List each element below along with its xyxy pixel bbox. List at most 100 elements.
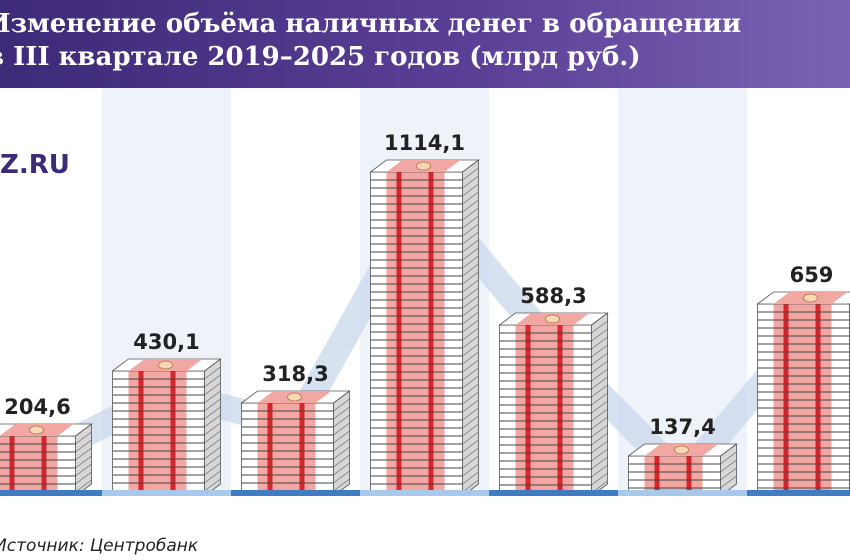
- data-label: 204,6: [4, 395, 70, 419]
- bill-edge: [591, 392, 608, 406]
- bill-edge: [591, 440, 608, 454]
- tick-label: 2024: [655, 493, 711, 496]
- bill-emblem: [287, 392, 302, 402]
- bill-edge: [462, 327, 479, 341]
- bar: 318,3 2021: [231, 362, 360, 496]
- bill-edge: [462, 447, 479, 461]
- bill-emblem: [29, 425, 44, 435]
- bill-edge: [462, 399, 479, 413]
- tick-label: 2023: [526, 493, 582, 496]
- bill-edge: [462, 303, 479, 317]
- bill-edge: [204, 382, 221, 396]
- bill-edge: [591, 376, 608, 390]
- data-label: 318,3: [262, 362, 328, 386]
- bar-band-light: [644, 456, 703, 496]
- bar: 1114,1 2022: [360, 131, 489, 496]
- bill-edge: [462, 375, 479, 389]
- year-box: [231, 490, 360, 496]
- bar-band-light: [0, 436, 58, 496]
- chart-title: Изменение объёма наличных денег в обраще…: [0, 0, 850, 88]
- bill-edge: [333, 422, 350, 436]
- bill-edge: [462, 223, 479, 237]
- bar-band-light: [257, 403, 316, 496]
- bill-edge: [462, 335, 479, 349]
- bill-edge: [333, 462, 350, 476]
- bar-side: [333, 390, 350, 496]
- bill-edge: [462, 207, 479, 221]
- bill-edge: [204, 414, 221, 428]
- bill-edge: [462, 263, 479, 277]
- bill-edge: [333, 438, 350, 452]
- bill-edge: [591, 472, 608, 486]
- bar-band-dark: [299, 403, 305, 496]
- bill-edge: [462, 407, 479, 421]
- bar-band-dark: [138, 371, 144, 496]
- bar-side: [75, 423, 92, 496]
- bill-edge: [720, 475, 737, 489]
- bill-edge: [462, 391, 479, 405]
- chart-area: 204,6 2019 430,1 2020 318,3 2021 1114,1 2022 588…: [0, 88, 850, 496]
- bill-edge: [204, 398, 221, 412]
- bill-edge: [591, 416, 608, 430]
- bar-band-light: [515, 325, 574, 496]
- bill-edge: [462, 239, 479, 253]
- bar-side: [591, 312, 608, 496]
- bill-edge: [462, 359, 479, 373]
- bill-edge: [591, 464, 608, 478]
- bill-emblem: [545, 314, 560, 324]
- bill-edge: [462, 247, 479, 261]
- bill-edge: [591, 368, 608, 382]
- bill-edge: [591, 336, 608, 350]
- bill-emblem: [674, 445, 689, 455]
- bill-edge: [462, 231, 479, 245]
- bar-band-dark: [170, 371, 176, 496]
- bill-edge: [462, 167, 479, 181]
- bill-edge: [462, 415, 479, 429]
- bill-edge: [333, 478, 350, 492]
- bill-edge: [591, 432, 608, 446]
- bill-edge: [462, 191, 479, 205]
- bill-edge: [591, 408, 608, 422]
- bill-edge: [333, 430, 350, 444]
- bill-edge: [591, 456, 608, 470]
- bar-band-light: [128, 371, 187, 496]
- bill-edge: [462, 287, 479, 301]
- bill-edge: [333, 470, 350, 484]
- bill-edge: [204, 454, 221, 468]
- bill-edge: [333, 398, 350, 412]
- bill-edge: [462, 439, 479, 453]
- bill-edge: [462, 423, 479, 437]
- bill-edge: [591, 424, 608, 438]
- bill-edge: [462, 271, 479, 285]
- bill-edge: [204, 430, 221, 444]
- bill-edge: [462, 279, 479, 293]
- year-box: [102, 490, 231, 496]
- bar-chart: 204,6 2019 430,1 2020 318,3 2021 1114,1 2022 588…: [0, 88, 850, 496]
- bar: 204,6 2019: [0, 395, 102, 496]
- bill-edge: [720, 459, 737, 473]
- bill-emblem: [416, 161, 431, 171]
- bill-edge: [591, 400, 608, 414]
- bar: 137,4 2024: [618, 415, 747, 496]
- bill-edge: [591, 328, 608, 342]
- year-box: [489, 490, 618, 496]
- bill-edge: [462, 175, 479, 189]
- bill-edge: [591, 352, 608, 366]
- bill-edge: [75, 439, 92, 453]
- bill-edge: [75, 471, 92, 485]
- bill-edge: [75, 455, 92, 469]
- bill-edge: [462, 199, 479, 213]
- bill-edge: [462, 383, 479, 397]
- bar-band-dark: [525, 325, 531, 496]
- bill-edge: [204, 438, 221, 452]
- year-box: [0, 490, 102, 496]
- bill-edge: [75, 431, 92, 445]
- bill-edge: [462, 471, 479, 485]
- bill-edge: [462, 431, 479, 445]
- bill-edge: [462, 183, 479, 197]
- bill-edge: [204, 446, 221, 460]
- bar-band-dark: [557, 325, 563, 496]
- bill-emblem: [158, 360, 173, 370]
- bill-edge: [204, 462, 221, 476]
- year-box: [747, 490, 850, 496]
